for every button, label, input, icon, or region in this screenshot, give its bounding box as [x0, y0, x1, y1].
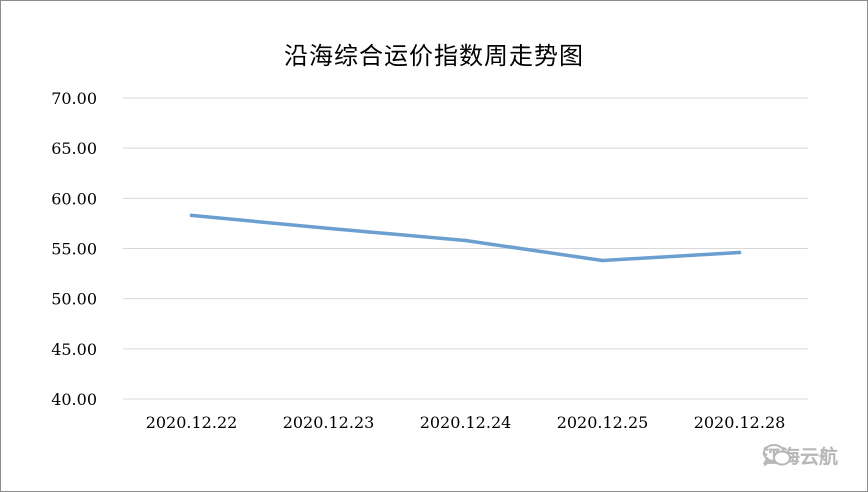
- y-tick-label: 55.00: [51, 240, 97, 259]
- series-line: [189, 213, 742, 263]
- y-tick-label: 50.00: [51, 290, 97, 309]
- x-tick-label: 2020.12.25: [557, 413, 649, 432]
- y-tick-label: 40.00: [51, 390, 97, 409]
- data-point: [326, 226, 331, 231]
- y-tick-label: 70.00: [51, 89, 97, 108]
- gridlines: [123, 97, 808, 400]
- x-axis-tick-labels: 2020.12.22 2020.12.23 2020.12.24 2020.12.25…: [146, 413, 786, 432]
- series-lines: [189, 213, 742, 263]
- watermark: 江海云航: [762, 442, 838, 468]
- y-tick-label: 60.00: [51, 189, 97, 208]
- wechat-icon: [762, 444, 791, 467]
- x-tick-label: 2020.12.24: [420, 413, 512, 432]
- data-point: [189, 213, 194, 218]
- data-point: [600, 258, 605, 263]
- y-tick-label: 45.00: [51, 340, 97, 359]
- x-tick-label: 2020.12.23: [283, 413, 375, 432]
- x-tick-label: 2020.12.22: [146, 413, 238, 432]
- x-tick-label: 2020.12.28: [694, 413, 786, 432]
- y-tick-label: 65.00: [51, 139, 97, 158]
- data-point: [463, 238, 468, 243]
- chart-title: 沿海综合运价指数周走势图: [284, 42, 584, 70]
- y-axis-tick-labels: 40.00 45.00 50.00 55.00 60.00 65.00 70.00: [51, 89, 97, 409]
- data-point: [737, 250, 742, 255]
